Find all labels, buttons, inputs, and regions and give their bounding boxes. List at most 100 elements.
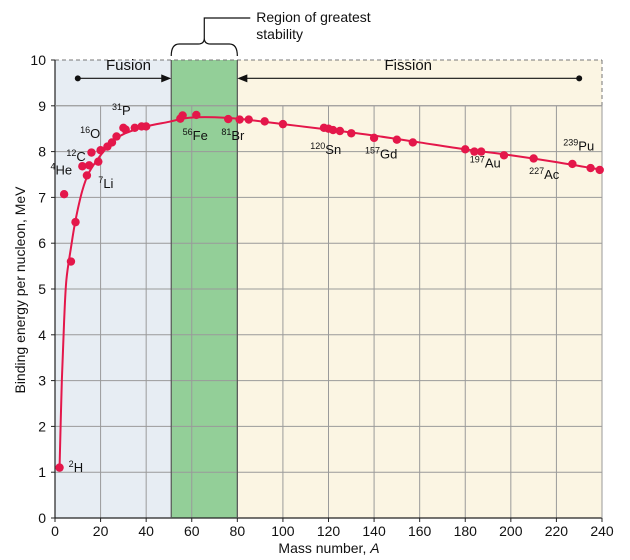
y-axis-title: Binding energy per nucleon, MeV (12, 186, 28, 394)
isotope-mass-number: 31 (112, 102, 122, 112)
isotope-mass-number: 197 (470, 155, 485, 165)
data-point (369, 133, 379, 143)
isotope-symbol: Fe (193, 128, 208, 143)
stability-label: Region of greatest stability (256, 9, 371, 42)
isotope-label: 120Sn (310, 141, 341, 157)
isotope-label: 2H (69, 459, 83, 475)
data-point (568, 159, 577, 169)
fission-arrowhead (237, 74, 248, 83)
isotope-symbol: P (122, 103, 131, 118)
data-point (244, 115, 253, 124)
data-point (178, 111, 187, 120)
isotope-mass-number: 239 (563, 138, 578, 148)
fission-label: Fission (385, 57, 433, 74)
data-point (59, 189, 69, 199)
data-point (141, 122, 151, 131)
x-tick-label: 0 (51, 523, 59, 539)
y-tick-label: 9 (38, 98, 46, 114)
x-tick-label: 240 (590, 523, 614, 539)
x-tick-label: 100 (271, 523, 295, 539)
data-point (529, 154, 538, 163)
data-point (96, 146, 105, 155)
y-tick-label: 8 (38, 144, 46, 160)
y-tick-label: 2 (38, 418, 46, 434)
isotope-symbol: Au (485, 156, 501, 171)
data-point (461, 145, 470, 154)
isotope-symbol: O (90, 126, 100, 141)
data-point (235, 115, 244, 124)
fission-arrow-origin (576, 75, 583, 82)
isotope-symbol: C (76, 149, 85, 164)
isotope-label: 157Gd (365, 145, 397, 161)
isotope-symbol: Ac (544, 167, 560, 182)
y-tick-label: 10 (30, 52, 46, 68)
isotope-mass-number: 16 (80, 125, 90, 135)
data-point (392, 135, 402, 144)
y-tick-label: 1 (38, 464, 46, 480)
data-point (477, 147, 486, 156)
data-point (347, 129, 356, 138)
isotope-mass-number: 4 (50, 162, 55, 172)
x-tick-label: 120 (317, 523, 341, 539)
isotope-mass-number: 120 (310, 141, 325, 151)
stability-label-line-1: Region of greatest (256, 9, 371, 25)
x-tick-label: 180 (454, 523, 478, 539)
x-tick-label: 40 (138, 523, 154, 539)
data-point (192, 110, 201, 120)
isotope-mass-number: 157 (365, 145, 380, 155)
isotope-annotations: 2H 4He 7Li 12C 16O 31P 56Fe 81Br 120Sn 157Gd 197Au… (50, 102, 594, 475)
data-point (224, 114, 233, 124)
data-point (112, 132, 121, 141)
data-point (278, 119, 288, 129)
data-point (408, 138, 418, 147)
y-tick-label: 3 (38, 373, 46, 389)
data-point (499, 151, 509, 160)
fusion-label: Fusion (106, 57, 151, 74)
fusion-arrow-origin (74, 75, 81, 82)
data-point (121, 125, 130, 134)
isotope-label: 31P (112, 102, 131, 118)
y-tick-label: 0 (38, 510, 46, 526)
x-tick-label: 20 (93, 523, 109, 539)
fusion-arrowhead (161, 74, 172, 83)
data-point (328, 125, 338, 135)
isotope-mass-number: 7 (98, 175, 103, 185)
x-tick-label: 220 (545, 523, 569, 539)
data-points (55, 110, 604, 472)
data-point (87, 148, 96, 157)
isotope-symbol: He (55, 163, 72, 178)
isotope-label: 56Fe (183, 127, 208, 143)
isotope-label: 12C (66, 148, 85, 164)
x-axis-title: Mass number, A (278, 540, 379, 556)
isotope-mass-number: 56 (183, 127, 193, 137)
isotope-label: 81Br (221, 127, 245, 143)
data-point (78, 162, 87, 171)
isotope-label: 227Ac (529, 166, 560, 182)
isotope-label: 7Li (98, 175, 113, 191)
data-point (82, 171, 92, 180)
x-tick-label: 60 (184, 523, 200, 539)
isotope-label: 239Pu (563, 138, 594, 154)
isotope-label: 4He (50, 162, 72, 178)
isotope-label: 16O (80, 125, 100, 141)
isotope-label: 197Au (470, 155, 501, 171)
y-tick-label: 7 (38, 189, 46, 205)
data-point (71, 217, 80, 227)
data-point (66, 257, 76, 266)
isotope-mass-number: 12 (66, 148, 76, 158)
isotope-symbol: Pu (578, 139, 594, 154)
data-point (107, 138, 117, 147)
stability-brace (170, 37, 238, 57)
x-tick-label: 80 (230, 523, 246, 539)
y-tick-label: 5 (38, 281, 46, 297)
stability-leader-line (203, 17, 251, 38)
binding-energy-curve (58, 116, 603, 468)
stability-label-line-2: stability (256, 26, 303, 42)
y-tick-label: 4 (38, 327, 46, 343)
isotope-symbol: Sn (325, 142, 341, 157)
range-arrows (74, 74, 583, 83)
x-tick-label: 200 (499, 523, 523, 539)
data-point (586, 163, 595, 173)
data-point (260, 117, 269, 126)
